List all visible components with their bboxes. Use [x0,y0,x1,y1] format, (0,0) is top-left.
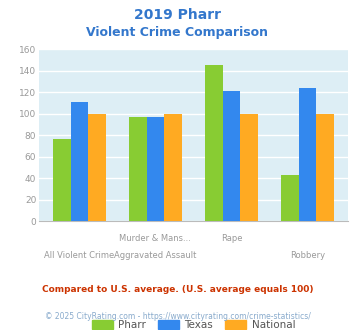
Bar [240,114,258,221]
Bar [205,64,223,221]
Bar [223,91,240,221]
Text: © 2025 CityRating.com - https://www.cityrating.com/crime-statistics/: © 2025 CityRating.com - https://www.city… [45,312,310,321]
Bar [53,139,71,221]
Bar [71,102,88,221]
Bar [164,114,182,221]
Legend: Pharr, Texas, National: Pharr, Texas, National [88,315,299,330]
Text: Rape: Rape [221,234,242,243]
Text: Robbery: Robbery [290,251,325,260]
Bar [147,117,164,221]
Bar [282,175,299,221]
Text: Aggravated Assault: Aggravated Assault [114,251,197,260]
Text: 2019 Pharr: 2019 Pharr [134,8,221,22]
Bar [129,117,147,221]
Text: All Violent Crime: All Violent Crime [44,251,114,260]
Text: Violent Crime Comparison: Violent Crime Comparison [87,26,268,39]
Bar [299,88,316,221]
Bar [88,114,105,221]
Text: Compared to U.S. average. (U.S. average equals 100): Compared to U.S. average. (U.S. average … [42,285,313,294]
Bar [316,114,334,221]
Text: Murder & Mans...: Murder & Mans... [120,234,191,243]
